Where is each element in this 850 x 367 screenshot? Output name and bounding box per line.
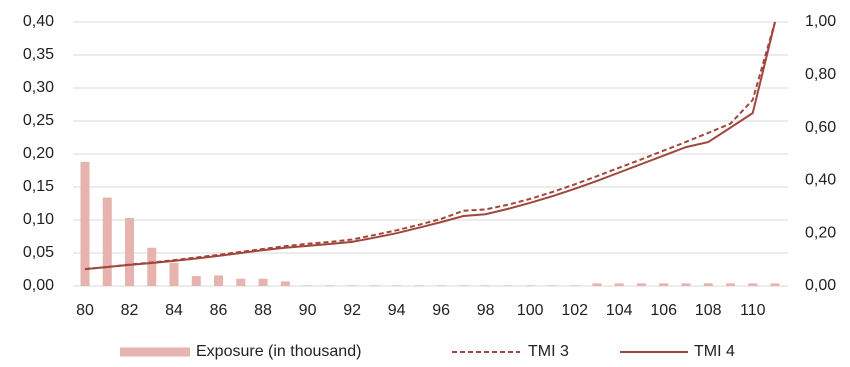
y-tick-label: 0,35	[23, 46, 54, 63]
bar	[102, 197, 112, 286]
x-tick-label: 104	[606, 302, 633, 319]
x-tick-label: 80	[76, 302, 94, 319]
y2-tick-label: 0,80	[805, 66, 836, 83]
bar	[191, 276, 201, 286]
bar	[636, 283, 646, 286]
y2-tick-label: 0,20	[805, 224, 836, 241]
x-tick-label: 82	[121, 302, 139, 319]
line	[84, 21, 776, 271]
bar	[770, 283, 780, 286]
y-tick-label: 0,20	[23, 145, 54, 162]
bar	[169, 262, 179, 286]
bar	[703, 283, 713, 286]
line	[84, 21, 776, 271]
bar	[547, 285, 557, 286]
bar	[614, 283, 624, 286]
x-tick-label: 102	[561, 302, 588, 319]
x-tick-label: 98	[477, 302, 495, 319]
y-tick-label: 0,10	[23, 211, 54, 228]
bar	[503, 285, 513, 286]
bar	[436, 285, 446, 286]
y-tick-label: 0,30	[23, 79, 54, 96]
legend-label: Exposure (in thousand)	[196, 343, 361, 360]
y2-tick-label: 0,00	[805, 277, 836, 294]
y2-tick-label: 0,60	[805, 119, 836, 136]
x-tick-label: 106	[650, 302, 677, 319]
bar	[525, 285, 535, 286]
bar	[659, 283, 669, 286]
bar	[392, 285, 402, 286]
x-tick-label: 86	[210, 302, 228, 319]
bar	[570, 285, 580, 286]
y-tick-label: 0,05	[23, 244, 54, 261]
y-tick-label: 0,00	[23, 277, 54, 294]
bar	[125, 218, 135, 286]
x-tick-label: 94	[388, 302, 406, 319]
bar	[280, 281, 290, 286]
bar	[214, 275, 224, 286]
legend-label: TMI 3	[528, 343, 569, 360]
bar	[303, 285, 313, 286]
bar	[725, 283, 735, 286]
bar	[347, 285, 357, 286]
x-tick-label: 84	[165, 302, 183, 319]
bar	[681, 283, 691, 286]
x-tick-label: 108	[695, 302, 722, 319]
y-tick-label: 0,15	[23, 178, 54, 195]
y2-tick-label: 0,40	[805, 172, 836, 189]
x-tick-label: 90	[299, 302, 317, 319]
x-tick-label: 96	[432, 302, 450, 319]
x-tick-label: 88	[254, 302, 272, 319]
bar	[481, 285, 491, 286]
bar	[147, 247, 157, 286]
bar	[414, 285, 424, 286]
bar	[80, 161, 90, 286]
legend-label: TMI 4	[694, 343, 735, 360]
bar	[458, 285, 468, 286]
y-tick-label: 0,40	[23, 13, 54, 30]
y-tick-label: 0,25	[23, 112, 54, 129]
x-tick-label: 92	[343, 302, 361, 319]
bar	[236, 278, 246, 286]
bar	[592, 283, 602, 286]
x-tick-label: 100	[517, 302, 544, 319]
bar	[748, 283, 758, 286]
legend-swatch	[120, 347, 190, 357]
y2-tick-label: 1,00	[805, 13, 836, 30]
bar	[258, 278, 268, 286]
x-tick-label: 110	[740, 302, 766, 319]
bar	[325, 285, 335, 286]
bar	[369, 285, 379, 286]
